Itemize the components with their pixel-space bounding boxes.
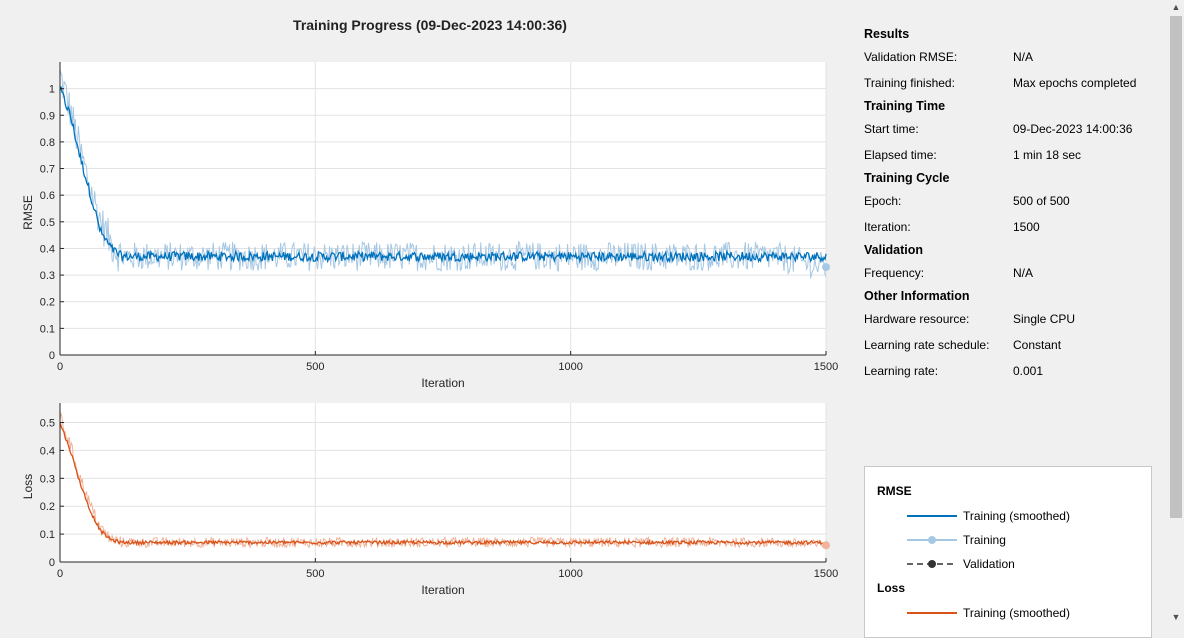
- scroll-down-icon[interactable]: ▼: [1171, 612, 1181, 622]
- scroll-up-icon[interactable]: ▲: [1171, 2, 1181, 12]
- x-tick-label: 1500: [814, 361, 838, 373]
- final-marker: [822, 541, 830, 550]
- light-blue-marker-line-icon: [907, 536, 957, 544]
- x-axis-label: Iteration: [421, 583, 464, 597]
- x-tick-label: 0: [57, 568, 63, 580]
- info-row: Training finished: Max epochs completed: [864, 70, 1154, 96]
- y-tick-label: 0.4: [40, 243, 55, 255]
- legend-rmse-smoothed[interactable]: Training (smoothed): [907, 506, 1070, 526]
- series-training-smoothed: [59, 422, 827, 547]
- info-value: 1 min 18 sec: [1013, 148, 1082, 162]
- info-row: Elapsed time: 1 min 18 sec: [864, 142, 1154, 168]
- info-panel: Results Validation RMSE: N/A Training finis…: [864, 24, 1154, 384]
- info-value: N/A: [1013, 266, 1034, 280]
- x-tick-label: 500: [306, 361, 324, 373]
- y-tick-label: 0.5: [40, 418, 55, 430]
- info-label: Learning rate:: [864, 364, 939, 378]
- info-value: 09-Dec-2023 14:00:36: [1013, 122, 1133, 136]
- x-axis-label: Iteration: [421, 376, 464, 390]
- x-tick-label: 1000: [558, 361, 582, 373]
- x-tick-label: 500: [306, 568, 324, 580]
- info-label: Start time:: [864, 122, 919, 136]
- info-value: 0.001: [1013, 364, 1044, 378]
- y-tick-label: 0.9: [40, 110, 55, 122]
- info-value: Single CPU: [1013, 312, 1076, 326]
- y-tick-label: 1: [49, 84, 55, 96]
- section-heading: Training Cycle: [864, 171, 950, 185]
- y-tick-label: 0.6: [40, 190, 55, 202]
- section-heading: Results: [864, 27, 910, 41]
- y-tick-label: 0.7: [40, 164, 55, 176]
- section-heading: Training Time: [864, 99, 946, 113]
- info-label: Validation RMSE:: [864, 50, 958, 64]
- scrollbar-thumb[interactable]: [1170, 16, 1182, 518]
- y-axis-label: RMSE: [21, 195, 35, 230]
- final-marker: [822, 263, 830, 272]
- x-tick-label: 1000: [558, 568, 582, 580]
- plot-area: [60, 403, 826, 562]
- dashed-marker-line-icon: [907, 560, 957, 568]
- series-training-smoothed: [59, 86, 827, 264]
- y-axis-label: Loss: [21, 474, 35, 499]
- y-tick-label: 0.5: [40, 217, 55, 229]
- training-plots: 0 0.1 0.2 0.3 0.4 0.5 0.6 0.7 0.8 0.9 1 0 500 1000 150…: [21, 62, 838, 597]
- legend-box: RMSE Training (smoothed) Training Valida…: [864, 466, 1152, 638]
- info-row: Start time: 09-Dec-2023 14:00:36: [864, 116, 1154, 142]
- info-label: Learning rate schedule:: [864, 338, 990, 352]
- info-row: Learning rate: 0.001: [864, 358, 1154, 384]
- y-tick-label: 0.3: [40, 270, 55, 282]
- legend-heading-loss: Loss: [877, 581, 906, 595]
- legend-label: Training (smoothed): [963, 606, 1070, 620]
- x-tick-label: 0: [57, 361, 63, 373]
- info-row: Iteration: 1500: [864, 214, 1154, 240]
- info-value: Max epochs completed: [1013, 76, 1137, 90]
- info-value: 500 of 500: [1013, 194, 1070, 208]
- section-heading: Validation: [864, 243, 924, 257]
- y-tick-label: 0: [49, 557, 55, 569]
- legend-label: Training (smoothed): [963, 509, 1070, 523]
- x-tick-label: 1500: [814, 568, 838, 580]
- section-heading: Other Information: [864, 289, 970, 303]
- plot-area: [60, 62, 826, 355]
- y-tick-label: 0.1: [40, 529, 55, 541]
- info-row: Validation RMSE: N/A: [864, 44, 1154, 70]
- legend-loss-smoothed[interactable]: Training (smoothed): [907, 603, 1070, 623]
- info-value: Constant: [1013, 338, 1062, 352]
- info-label: Hardware resource:: [864, 312, 970, 326]
- info-label: Iteration:: [864, 220, 911, 234]
- info-row: Hardware resource: Single CPU: [864, 306, 1154, 332]
- legend-label: Training: [963, 533, 1006, 547]
- legend-heading-rmse: RMSE: [877, 484, 912, 498]
- info-label: Epoch:: [864, 194, 902, 208]
- y-tick-label: 0.8: [40, 137, 55, 149]
- orange-line-icon: [907, 612, 957, 614]
- legend-rmse-training[interactable]: Training: [907, 530, 1006, 550]
- y-tick-label: 0: [49, 350, 55, 362]
- info-value: N/A: [1013, 50, 1034, 64]
- legend-label: Validation: [963, 557, 1015, 571]
- y-tick-label: 0.3: [40, 473, 55, 485]
- vertical-scrollbar[interactable]: ▲ ▼: [1168, 0, 1184, 624]
- blue-line-icon: [907, 515, 957, 517]
- info-label: Elapsed time:: [864, 148, 937, 162]
- info-label: Training finished:: [864, 76, 955, 90]
- info-row: Frequency: N/A: [864, 260, 1154, 286]
- y-tick-label: 0.2: [40, 501, 55, 513]
- info-value: 1500: [1013, 220, 1040, 234]
- y-tick-label: 0.4: [40, 445, 55, 457]
- y-tick-label: 0.2: [40, 297, 55, 309]
- info-label: Frequency:: [864, 266, 925, 280]
- info-row: Learning rate schedule: Constant: [864, 332, 1154, 358]
- y-tick-label: 0.1: [40, 323, 55, 335]
- info-row: Epoch: 500 of 500: [864, 188, 1154, 214]
- legend-rmse-validation[interactable]: Validation: [907, 554, 1015, 574]
- page-title: Training Progress (09-Dec-2023 14:00:36): [293, 17, 567, 33]
